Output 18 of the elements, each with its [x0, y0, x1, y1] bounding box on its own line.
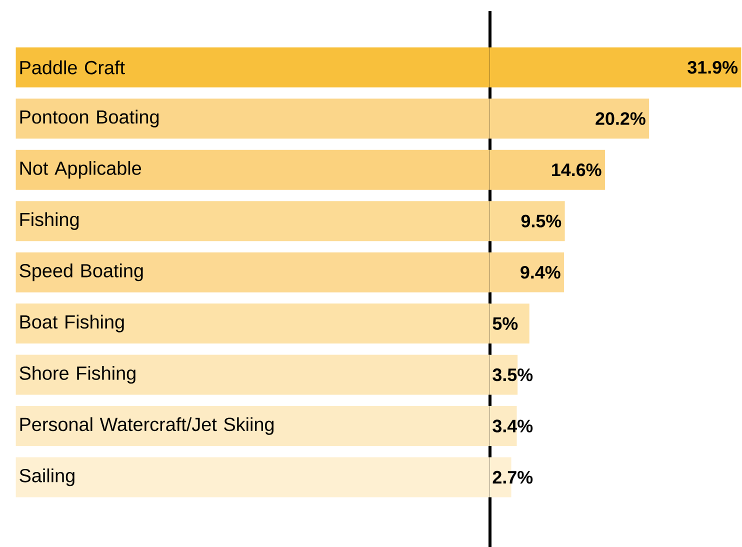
data-label: 5%	[492, 317, 518, 330]
y-tick-label: Pontoon Boating	[20, 110, 159, 128]
data-label: 3.4%	[492, 420, 533, 432]
y-tick-label: Speed Boating	[20, 263, 143, 282]
data-label: 20.2%	[596, 112, 646, 125]
y-tick-label: Shore Fishing	[20, 366, 136, 384]
data-label: 31.9%	[688, 60, 738, 74]
data-label: 14.6%	[552, 163, 602, 176]
data-label: 2.7%	[492, 470, 533, 484]
y-tick-label: Fishing	[20, 212, 79, 230]
data-label: 3.5%	[492, 368, 533, 382]
y-tick-label: Sailing	[20, 468, 74, 486]
data-label: 9.5%	[521, 214, 562, 228]
data-label: 9.4%	[520, 266, 560, 279]
y-tick-label: Not Applicable	[20, 161, 142, 179]
y-tick-label: Boat Fishing	[20, 314, 124, 332]
y-tick-label: Personal Watercraft/Jet Skiing	[20, 417, 274, 435]
y-tick-label: Paddle Craft	[20, 60, 125, 74]
